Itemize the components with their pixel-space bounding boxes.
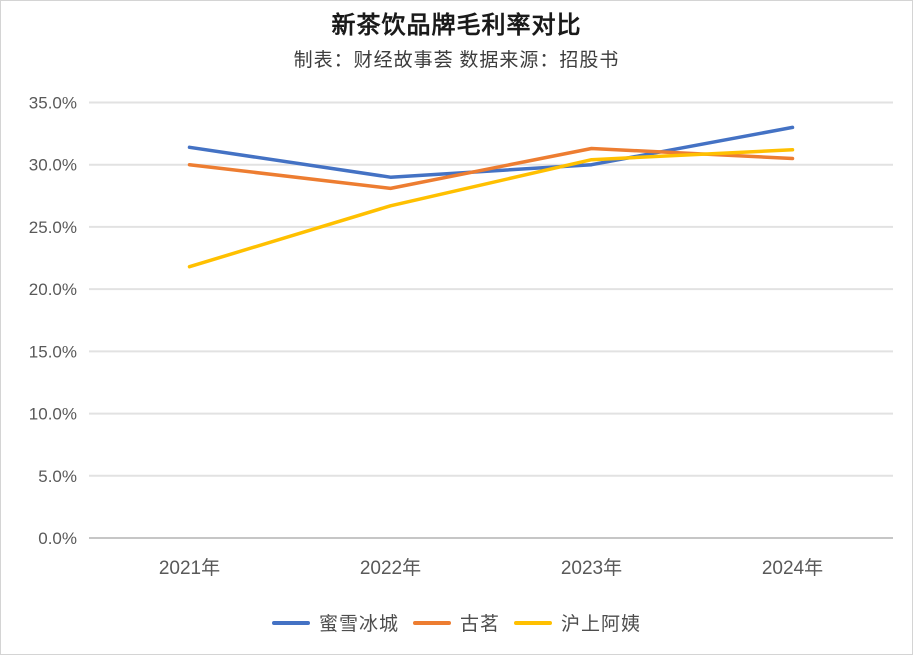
- y-tick-label: 25.0%: [29, 218, 77, 237]
- legend-item-shanghai-auntie: 沪上阿姨: [514, 609, 641, 636]
- x-tick-label: 2024年: [762, 557, 823, 579]
- y-tick-label: 15.0%: [29, 342, 77, 361]
- y-tick-label: 20.0%: [29, 280, 77, 299]
- x-tick-label: 2022年: [360, 557, 421, 579]
- legend-swatch-guming: [412, 620, 451, 625]
- chart-title: 新茶饮品牌毛利率对比: [331, 13, 582, 39]
- legend-swatch-mixue: [271, 620, 310, 625]
- chart-subtitle: 制表：财经故事荟 数据来源：招股书: [293, 50, 620, 71]
- legend-item-guming: 古茗: [412, 609, 500, 636]
- y-tick-label: 10.0%: [29, 405, 77, 424]
- legend-item-mixue: 蜜雪冰城: [271, 609, 399, 636]
- x-tick-label: 2023年: [561, 557, 622, 579]
- legend-label-guming: 古茗: [459, 614, 500, 635]
- y-tick-label: 0.0%: [38, 529, 77, 548]
- series-line-0: [187, 125, 795, 179]
- legend-label-mixue: 蜜雪冰城: [318, 614, 399, 635]
- x-tick-label: 2021年: [159, 557, 220, 579]
- y-tick-label: 5.0%: [38, 467, 77, 486]
- chart-header: 新茶饮品牌毛利率对比 制表：财经故事荟 数据来源：招股书: [1, 11, 912, 72]
- legend-label-shanghai-auntie: 沪上阿姨: [561, 614, 642, 635]
- series-line-2: [187, 148, 795, 269]
- y-tick-label: 35.0%: [29, 94, 77, 113]
- y-tick-label: 30.0%: [29, 156, 77, 175]
- legend: 蜜雪冰城 古茗 沪上阿姨: [1, 609, 912, 636]
- legend-swatch-shanghai-auntie: [514, 620, 552, 625]
